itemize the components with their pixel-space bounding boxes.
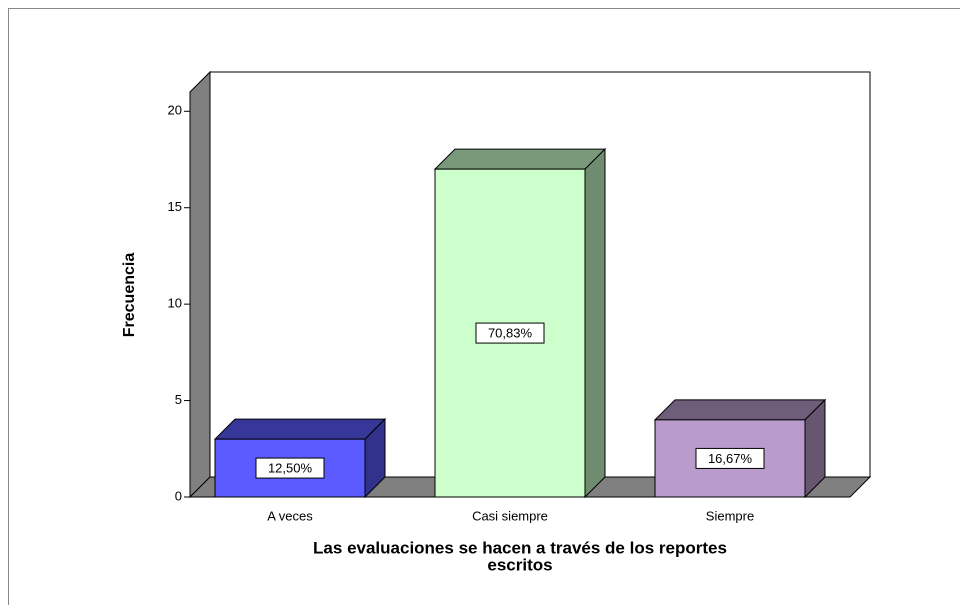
y-axis-label: Frecuencia	[121, 253, 138, 338]
value-label: 70,83%	[488, 326, 533, 341]
y-tick-label: 5	[175, 392, 182, 407]
x-tick-label: A veces	[267, 508, 313, 523]
y-tick-label: 15	[168, 199, 182, 214]
bar-top	[435, 149, 605, 169]
bar-top	[215, 419, 385, 439]
y-tick-label: 0	[175, 488, 182, 503]
value-label: 12,50%	[268, 461, 313, 476]
x-tick-label: Casi siempre	[472, 508, 548, 523]
x-axis-label: escritos	[487, 555, 552, 574]
bar-side	[585, 149, 605, 497]
value-label: 16,67%	[708, 451, 753, 466]
x-tick-label: Siempre	[706, 508, 754, 523]
y-tick-label: 10	[168, 296, 182, 311]
bar-top	[655, 400, 825, 420]
left-wall	[190, 72, 210, 497]
y-tick-label: 20	[168, 103, 182, 118]
